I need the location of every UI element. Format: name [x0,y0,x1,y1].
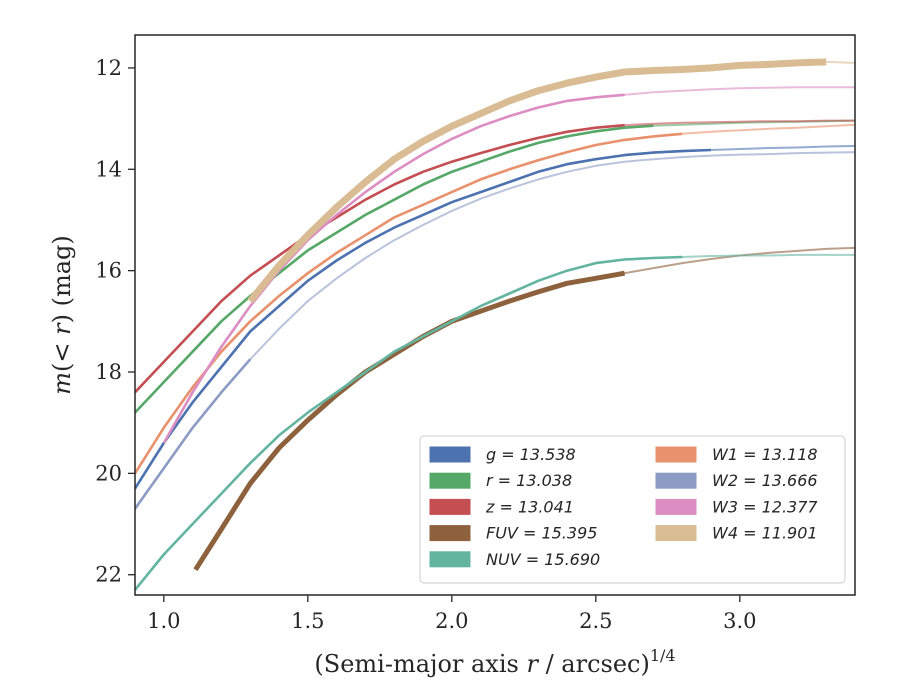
legend: g = 13.538 r = 13.038 z = 13.041 FUV = 15.3… [419,435,846,584]
legend-label-r: r = 13.038 [486,471,572,490]
legend-swatch-z [429,498,471,515]
legend-label-g: g = 13.538 [486,445,576,464]
legend-swatch-FUV [429,525,471,542]
x-axis-label: (Semi-major axis r / arcsec)1/4 [314,646,675,678]
tick-layer: 1.0 1.5 2.0 2.5 3.0 12 14 16 18 20 22 [95,56,756,633]
x-tick-label: 1.5 [291,609,324,633]
series-line-W2 [135,151,855,510]
y-tick-label: 18 [95,360,122,384]
series-band-NUV [135,255,683,591]
y-tick-label: 16 [95,259,122,283]
legend-frame [419,435,846,584]
legend-swatch-W2 [655,472,697,489]
x-tick-label: 1.0 [147,609,180,633]
x-tick-label: 2.5 [579,609,612,633]
series-layer [135,58,855,591]
series-band-r [135,124,654,414]
y-tick-label: 20 [95,461,122,485]
legend-swatch-NUV [429,551,471,568]
series-band-z [135,123,625,394]
legend-swatch-g [429,446,471,463]
x-tick-label: 3.0 [723,609,756,633]
legend-label-z: z = 13.041 [485,497,574,516]
series-band-W2 [135,358,252,510]
y-tick-label: 14 [95,157,122,181]
x-tick-label: 2.0 [435,609,468,633]
legend-swatch-W4 [655,525,697,542]
legend-label-W4: W4 = 11.901 [712,524,818,543]
legend-label-W2: W2 = 13.666 [712,471,818,490]
plot-frame [134,34,856,596]
legend-label-FUV: FUV = 15.395 [486,524,597,543]
legend-label-W1: W1 = 13.118 [712,445,818,464]
series-band-g [135,148,712,490]
legend-label-W3: W3 = 12.377 [712,497,818,516]
y-axis-label: m(< r) (mag) [48,235,76,395]
legend-swatch-r [429,472,471,489]
y-tick-label: 12 [95,56,122,80]
legend-swatch-W1 [655,446,697,463]
series-band-W3 [162,93,625,444]
legend-label-NUV: NUV = 15.690 [486,550,600,569]
legend-swatch-W3 [655,498,697,515]
series-band-W4 [247,58,827,304]
series-band-W1 [135,132,683,475]
y-tick-label: 22 [95,563,122,587]
